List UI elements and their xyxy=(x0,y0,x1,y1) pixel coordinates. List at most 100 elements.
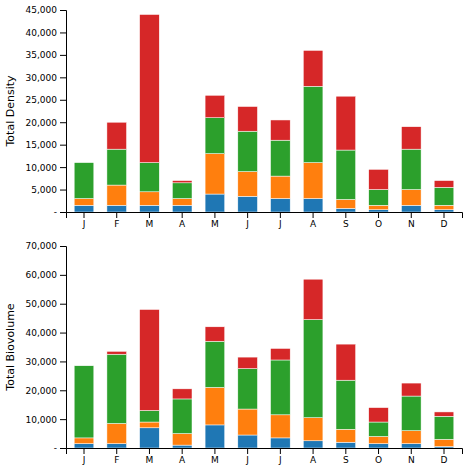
y-tick: 10,000 xyxy=(26,415,67,425)
x-tick-label: A xyxy=(310,455,317,465)
bar xyxy=(303,441,323,448)
y-tick-mark xyxy=(60,448,66,449)
x-tick-mark xyxy=(214,448,215,454)
x-tick-mark xyxy=(313,448,314,454)
x-tick-label: A xyxy=(310,219,317,229)
bar xyxy=(336,344,356,380)
y-tick-label: - xyxy=(54,443,57,453)
x-tick-mark xyxy=(149,448,150,454)
x-tick: J xyxy=(82,448,86,465)
x-tick-label: J xyxy=(278,455,282,465)
series-bars xyxy=(107,279,454,422)
bar xyxy=(336,208,356,212)
bar xyxy=(74,438,94,444)
y-tick-mark xyxy=(60,212,66,213)
y-tick-mark xyxy=(60,333,66,334)
x-axis-line xyxy=(67,213,463,219)
y-tick-mark xyxy=(60,145,66,146)
bar xyxy=(205,387,225,425)
x-tick-label: N xyxy=(408,455,415,465)
x-tick: D xyxy=(441,448,448,465)
y-tick-label: 40,000 xyxy=(26,328,58,338)
bar xyxy=(107,122,127,149)
y-tick-mark xyxy=(60,167,66,168)
x-tick: S xyxy=(343,212,349,229)
x-tick: M xyxy=(146,448,154,465)
bar xyxy=(140,428,160,448)
y-tick-mark xyxy=(60,361,66,362)
x-tick-label: A xyxy=(179,219,186,229)
y-tick-label: 20,000 xyxy=(26,118,58,128)
bar xyxy=(401,383,421,396)
x-tick-mark xyxy=(182,212,183,218)
bar xyxy=(336,429,356,442)
y-tick-label: 10,000 xyxy=(26,415,58,425)
bar xyxy=(336,442,356,448)
bar xyxy=(369,422,389,436)
bar xyxy=(74,444,94,448)
x-tick-mark xyxy=(247,448,248,454)
x-tick-mark xyxy=(247,212,248,218)
y-tick: 15,000 xyxy=(26,140,67,150)
bar xyxy=(205,95,225,117)
bar xyxy=(74,365,94,366)
x-tick-mark xyxy=(345,212,346,218)
bar xyxy=(369,190,389,206)
y-tick: 5,000 xyxy=(31,185,66,195)
x-tick: A xyxy=(179,448,186,465)
bars xyxy=(74,14,454,212)
y-tick: 25,000 xyxy=(26,95,67,105)
bar xyxy=(401,205,421,212)
x-axis-line xyxy=(67,449,463,455)
bar xyxy=(107,149,127,185)
bar xyxy=(107,354,127,423)
x-tick-label: J xyxy=(245,219,249,229)
x-tick-label: M xyxy=(211,219,219,229)
y-tick-mark xyxy=(60,275,66,276)
x-tick-label: D xyxy=(441,219,448,229)
x-tick: A xyxy=(310,448,317,465)
x-tick: O xyxy=(375,448,382,465)
y-tick: - xyxy=(54,207,66,217)
x-tick: S xyxy=(343,448,349,465)
series-bars xyxy=(74,387,454,446)
bar xyxy=(74,205,94,212)
bar xyxy=(336,380,356,429)
x-tick: M xyxy=(146,212,154,229)
bar xyxy=(140,163,160,192)
x-tick: N xyxy=(408,448,415,465)
bar xyxy=(107,185,127,205)
bar xyxy=(74,162,94,163)
x-tick-mark xyxy=(378,212,379,218)
bar xyxy=(140,309,160,410)
x-tick-label: F xyxy=(114,219,119,229)
series-bars xyxy=(74,320,454,440)
y-tick-mark xyxy=(60,32,66,33)
series-bars xyxy=(107,14,454,189)
x-tick-label: O xyxy=(375,455,382,465)
bar xyxy=(434,412,454,416)
y-tick: 30,000 xyxy=(26,73,67,83)
bar xyxy=(434,205,454,209)
y-tick: 40,000 xyxy=(26,28,67,38)
y-tick-mark xyxy=(60,246,66,247)
x-tick-label: M xyxy=(146,219,154,229)
x-tick: M xyxy=(211,448,219,465)
bar xyxy=(401,431,421,444)
x-tick-label: J xyxy=(82,219,86,229)
bar xyxy=(271,438,291,448)
y-axis: -5,00010,00015,00020,00025,00030,00035,0… xyxy=(26,5,67,217)
y-axis-title: Total Density xyxy=(4,75,17,147)
x-tick: A xyxy=(310,212,317,229)
y-axis-line xyxy=(60,11,67,213)
y-tick-label: 40,000 xyxy=(26,28,58,38)
y-tick-mark xyxy=(60,55,66,56)
y-tick-mark xyxy=(60,419,66,420)
bar xyxy=(205,118,225,154)
bar xyxy=(271,360,291,415)
x-tick-mark xyxy=(411,448,412,454)
bar xyxy=(271,140,291,176)
x-tick-label: S xyxy=(343,219,349,229)
x-tick-mark xyxy=(84,448,85,454)
y-tick: 10,000 xyxy=(26,162,67,172)
